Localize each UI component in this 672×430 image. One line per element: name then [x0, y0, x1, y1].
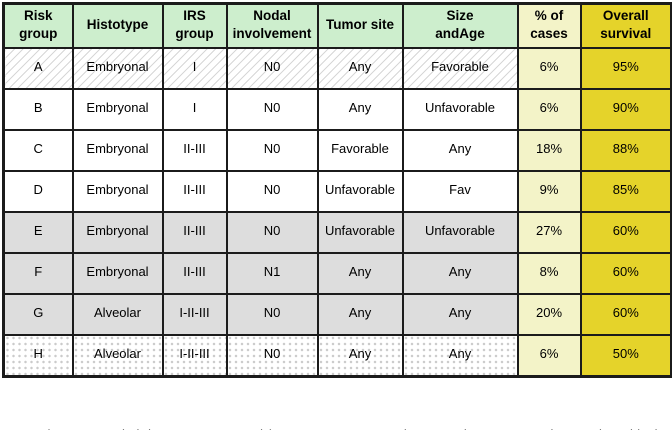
table-row-f: F Embryonal II-III N1 Any Any 8% 60% [2, 252, 672, 295]
header-size-and-age: Size andAge [401, 2, 519, 49]
table-row-g: G Alveolar I-II-III N0 Any Any 20% 60% [2, 293, 672, 336]
size-and-age-cell: Unfavorable [401, 211, 519, 254]
size-and-age-cell: Any [401, 334, 519, 378]
risk-group-cell: F [2, 252, 74, 295]
histotype-cell: Embryonal [71, 47, 164, 90]
table-row-d: D Embryonal II-III N0 Unfavorable Fav 9%… [2, 170, 672, 213]
tumor-site-cell: Any [316, 293, 404, 336]
header-irs-group: IRS group [161, 2, 228, 49]
tumor-site-cell: Any [316, 252, 404, 295]
risk-group-cell: B [2, 88, 74, 131]
pct-of-cases-cell: 6% [516, 88, 582, 131]
table-row-e: E Embryonal II-III N0 Unfavorable Unfavo… [2, 211, 672, 254]
nodal-involvement-cell: N0 [225, 129, 319, 172]
overall-survival-cell: 60% [579, 211, 672, 254]
tumor-site-cell: Unfavorable [316, 211, 404, 254]
table-row-c: C Embryonal II-III N0 Favorable Any 18% … [2, 129, 672, 172]
risk-group-cell: G [2, 293, 74, 336]
header-tumor-site: Tumor site [316, 2, 404, 49]
header-risk-group: Risk group [2, 2, 74, 49]
header-overall-survival: Overall survival [579, 2, 672, 49]
pct-of-cases-cell: 9% [516, 170, 582, 213]
tumor-site-cell: Any [316, 88, 404, 131]
overall-survival-cell: 90% [579, 88, 672, 131]
size-and-age-cell: Any [401, 129, 519, 172]
irs-group-cell: II-III [161, 170, 228, 213]
nodal-involvement-cell: N0 [225, 170, 319, 213]
nodal-involvement-cell: N1 [225, 252, 319, 295]
irs-group-cell: I [161, 47, 228, 90]
risk-group-cell: C [2, 129, 74, 172]
overall-survival-cell: 88% [579, 129, 672, 172]
irs-group-cell: II-III [161, 129, 228, 172]
pct-of-cases-cell: 8% [516, 252, 582, 295]
histotype-cell: Embryonal [71, 170, 164, 213]
footnote-irs-group: • IRS (Intergroup Rhabdomyosarcoma Study)… [8, 426, 668, 430]
table-row-a: A Embryonal I N0 Any Favorable 6% 95% [2, 47, 672, 90]
overall-survival-cell: 95% [579, 47, 672, 90]
pct-of-cases-cell: 27% [516, 211, 582, 254]
size-and-age-cell: Unfavorable [401, 88, 519, 131]
pct-of-cases-cell: 18% [516, 129, 582, 172]
risk-group-cell: H [2, 334, 74, 378]
irs-group-cell: I-II-III [161, 293, 228, 336]
irs-group-cell: I [161, 88, 228, 131]
size-and-age-cell: Any [401, 293, 519, 336]
size-and-age-cell: Any [401, 252, 519, 295]
risk-group-cell: D [2, 170, 74, 213]
footnote-text: IRS (Intergroup Rhabdomyosarcoma Study) … [17, 427, 662, 430]
pct-of-cases-cell: 20% [516, 293, 582, 336]
irs-group-cell: II-III [161, 211, 228, 254]
nodal-involvement-cell: N0 [225, 88, 319, 131]
pct-of-cases-cell: 6% [516, 334, 582, 378]
tumor-site-cell: Favorable [316, 129, 404, 172]
overall-survival-cell: 60% [579, 252, 672, 295]
nodal-involvement-cell: N0 [225, 211, 319, 254]
overall-survival-cell: 50% [579, 334, 672, 378]
table-row-h: H Alveolar I-II-III N0 Any Any 6% 50% [2, 334, 672, 378]
tumor-site-cell: Unfavorable [316, 170, 404, 213]
size-and-age-cell: Favorable [401, 47, 519, 90]
footnotes: • IRS (Intergroup Rhabdomyosarcoma Study)… [8, 391, 668, 430]
header-pct-of-cases: % of cases [516, 2, 582, 49]
overall-survival-cell: 60% [579, 293, 672, 336]
header-histotype: Histotype [71, 2, 164, 49]
risk-group-table: Risk group Histotype IRS group Nodal inv… [2, 2, 672, 378]
header-row: Risk group Histotype IRS group Nodal inv… [2, 2, 672, 49]
nodal-involvement-cell: N0 [225, 47, 319, 90]
histotype-cell: Embryonal [71, 211, 164, 254]
histotype-cell: Embryonal [71, 129, 164, 172]
tumor-site-cell: Any [316, 47, 404, 90]
nodal-involvement-cell: N0 [225, 334, 319, 378]
pct-of-cases-cell: 6% [516, 47, 582, 90]
histotype-cell: Embryonal [71, 88, 164, 131]
irs-group-cell: I-II-III [161, 334, 228, 378]
header-nodal-involvement: Nodal involvement [225, 2, 319, 49]
size-and-age-cell: Fav [401, 170, 519, 213]
tumor-site-cell: Any [316, 334, 404, 378]
histotype-cell: Alveolar [71, 334, 164, 378]
table-row-b: B Embryonal I N0 Any Unfavorable 6% 90% [2, 88, 672, 131]
risk-group-cell: E [2, 211, 74, 254]
bullet-icon: • [8, 427, 13, 430]
risk-group-cell: A [2, 47, 74, 90]
overall-survival-cell: 85% [579, 170, 672, 213]
nodal-involvement-cell: N0 [225, 293, 319, 336]
histotype-cell: Alveolar [71, 293, 164, 336]
irs-group-cell: II-III [161, 252, 228, 295]
histotype-cell: Embryonal [71, 252, 164, 295]
